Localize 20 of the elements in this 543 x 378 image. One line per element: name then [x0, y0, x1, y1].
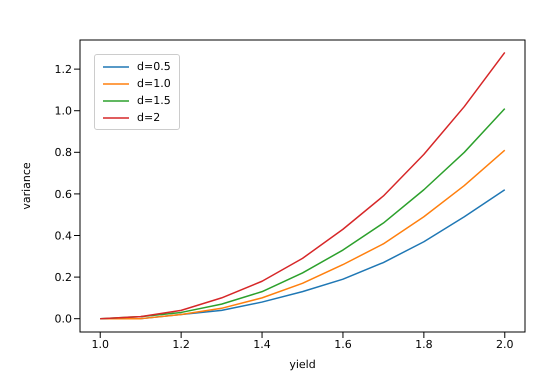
y-tick-label: 0.8 [54, 146, 72, 160]
x-tick-label: 1.6 [334, 338, 352, 351]
x-tick-label: 1.2 [172, 338, 190, 351]
x-tick-label: 1.0 [91, 338, 109, 351]
y-tick-label: 0.6 [54, 188, 72, 201]
legend-label: d=1.0 [137, 76, 171, 92]
y-tick-label: 0.0 [54, 312, 72, 326]
y-tick-label: 0.4 [54, 229, 72, 242]
y-axis-title: variance [20, 162, 33, 210]
y-tick-label: 0.2 [54, 271, 72, 284]
y-tick-label: 1.2 [54, 63, 72, 76]
legend-label: d=1.5 [137, 93, 171, 109]
legend-label: d=2 [137, 110, 160, 126]
legend-label: d=0.5 [137, 59, 171, 75]
x-tick-label: 2.0 [496, 338, 514, 351]
y-tick-label: 1.0 [54, 104, 72, 118]
x-tick-label: 1.8 [415, 338, 433, 351]
x-axis-title: yield [289, 358, 316, 371]
x-tick-label: 1.4 [253, 338, 271, 351]
line-series [99, 52, 506, 320]
